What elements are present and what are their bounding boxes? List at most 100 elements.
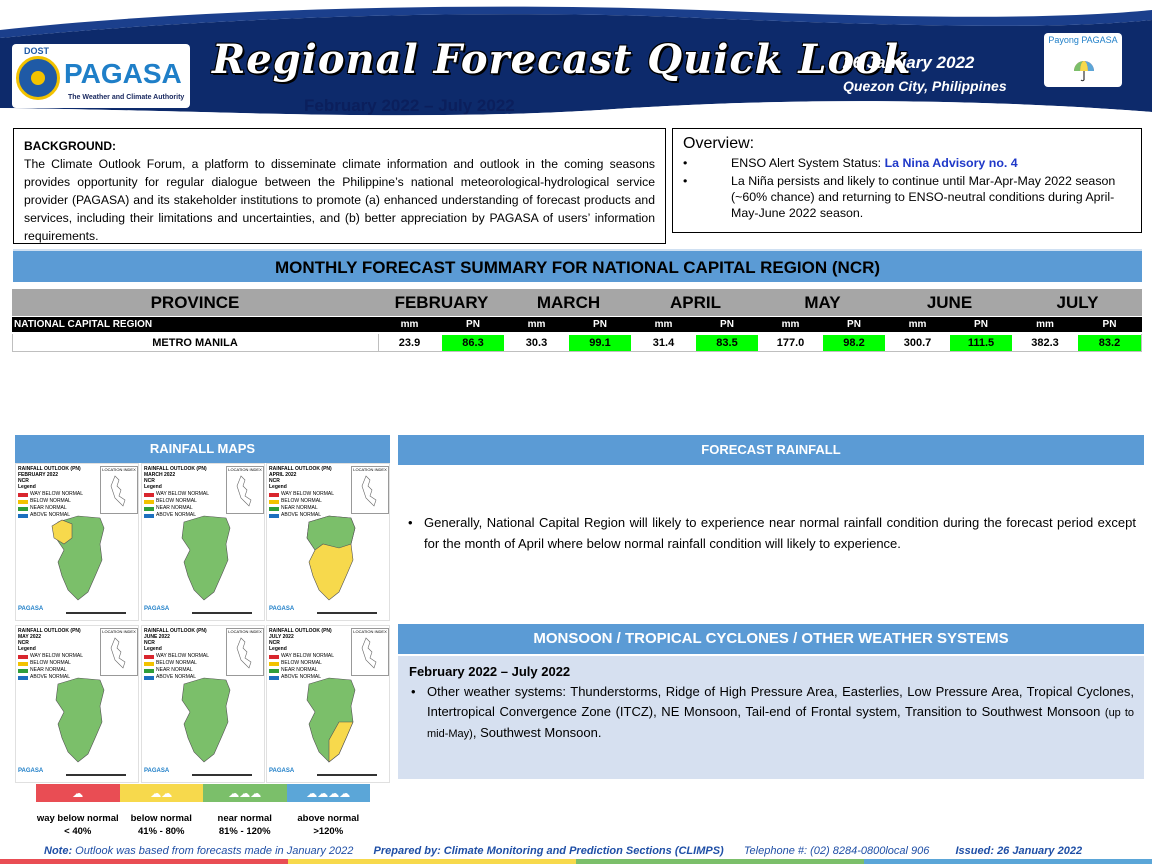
pagasa-logo: DOST PAGASA The Weather and Climate Auth… <box>12 44 190 108</box>
map-legend-item: NEAR NORMAL <box>144 505 209 512</box>
rainfall-map: RAINFALL OUTLOOK (PN) FEBRUARY 2022 NCR LOC… <box>15 463 139 621</box>
legend-swatch <box>18 661 28 666</box>
map-label-line: NCR <box>18 478 29 484</box>
legend-text: ABOVE NORMAL <box>156 512 197 518</box>
map-legend-item: WAY BELOW NORMAL <box>18 491 83 498</box>
map-label-line: JULY 2022 <box>269 634 294 640</box>
legend-swatch <box>144 668 154 673</box>
bullet: • <box>411 684 416 699</box>
scale-bar-icon <box>192 612 252 614</box>
map-legend-item: BELOW NORMAL <box>144 498 209 505</box>
map-legend-item: NEAR NORMAL <box>18 667 83 674</box>
rainfall-category-labels: way below normal < 40% below normal 41% - 8… <box>36 812 370 842</box>
unit-mm: mm <box>1036 319 1054 330</box>
philippines-outline-icon <box>361 475 377 507</box>
weather-systems-bullet: • Other weather systems: Thunderstorms, … <box>409 682 1134 744</box>
map-legend-title: Legend <box>269 484 287 490</box>
map-legend-item: ABOVE NORMAL <box>18 512 83 519</box>
legend-swatch <box>144 499 154 504</box>
ncr-region-map <box>55 677 105 763</box>
weather-systems-text: Other weather systems: Thunderstorms, Ri… <box>427 684 1134 719</box>
map-label-line: RAINFALL OUTLOOK (PN) <box>269 466 332 472</box>
rainfall-maps-grid: RAINFALL OUTLOOK (PN) FEBRUARY 2022 NCR LOC… <box>15 463 390 783</box>
map-label-line: NCR <box>269 478 280 484</box>
la-nina-advisory-link[interactable]: La Nina Advisory no. 4 <box>884 156 1018 170</box>
legend-swatch <box>144 513 154 518</box>
region-label: NATIONAL CAPITAL REGION <box>14 319 153 330</box>
unit-mm: mm <box>908 319 927 330</box>
background-text: The Climate Outlook Forum, a platform to… <box>24 157 655 243</box>
legend-swatch <box>144 492 154 497</box>
philippines-outline-icon <box>236 475 252 507</box>
unit-pn: PN <box>1102 319 1117 330</box>
map-legend: Legend WAY BELOW NORMAL BELOW NORMAL NEAR N… <box>269 484 334 519</box>
mm-value: 30.3 <box>525 337 548 349</box>
footer-color-segment <box>288 859 576 864</box>
cloud-icon: ☁☁☁☁ <box>306 787 351 800</box>
footer-color-segment <box>864 859 1152 864</box>
mm-value: 23.9 <box>398 337 421 349</box>
map-legend-title: Legend <box>18 484 36 490</box>
map-legend-item: BELOW NORMAL <box>269 660 334 667</box>
ncr-region-map <box>306 677 356 763</box>
forecast-text: Generally, National Capital Region will … <box>424 515 1136 551</box>
legend-text: WAY BELOW NORMAL <box>30 653 83 659</box>
region-subfill <box>51 519 73 545</box>
category-swatch: ☁ <box>36 784 120 802</box>
philippines-outline-icon <box>110 475 126 507</box>
mini-pagasa-logo: PAGASA <box>144 606 170 612</box>
legend-swatch <box>269 661 279 666</box>
note-label: Note: <box>44 845 73 857</box>
dost-label: DOST <box>24 46 50 56</box>
map-label-line: NCR <box>18 640 29 646</box>
map-label-line: RAINFALL OUTLOOK (PN) <box>144 628 207 634</box>
pagasa-seal-icon <box>16 56 60 100</box>
month-header: FEBRUARY <box>394 293 489 312</box>
legend-swatch <box>18 654 28 659</box>
location-index-label: LOCATION INDEX <box>102 629 136 634</box>
legend-text: NEAR NORMAL <box>156 505 193 511</box>
map-label: RAINFALL OUTLOOK (PN) MAY 2022 NCR <box>18 628 81 646</box>
category-label: above normal >120% <box>287 812 371 842</box>
map-footer: PAGASA <box>267 604 389 620</box>
overview-item-la-nina: • La Niña persists and likely to continu… <box>683 173 1131 221</box>
ncr-region-map <box>181 677 231 763</box>
map-footer: PAGASA <box>142 604 264 620</box>
location-index-label: LOCATION INDEX <box>228 467 262 472</box>
region-subfill <box>328 721 354 763</box>
month-header: MAY <box>804 293 841 312</box>
unit-pn: PN <box>974 319 988 330</box>
mm-value: 300.7 <box>903 337 932 349</box>
scale-bar-icon <box>66 774 126 776</box>
note-text: Outlook was based from forecasts made in… <box>72 845 354 857</box>
payong-label: Payong PAGASA <box>1048 35 1118 45</box>
location-index-box: LOCATION INDEX <box>351 628 389 676</box>
legend-text: NEAR NORMAL <box>156 667 193 673</box>
map-legend-title: Legend <box>144 484 162 490</box>
legend-swatch <box>269 499 279 504</box>
mini-pagasa-logo: PAGASA <box>18 606 44 612</box>
map-legend-item: ABOVE NORMAL <box>144 512 209 519</box>
forecast-bullet: • Generally, National Capital Region wil… <box>406 512 1136 554</box>
weather-systems-note: (up to mid-May) <box>427 707 1134 740</box>
location-index-box: LOCATION INDEX <box>100 628 138 676</box>
map-label: RAINFALL OUTLOOK (PN) JUNE 2022 NCR <box>144 628 207 646</box>
map-legend-item: WAY BELOW NORMAL <box>269 491 334 498</box>
location-index-label: LOCATION INDEX <box>228 629 262 634</box>
map-legend: Legend WAY BELOW NORMAL BELOW NORMAL NEAR N… <box>144 646 209 681</box>
legend-swatch <box>144 661 154 666</box>
map-legend-item: ABOVE NORMAL <box>144 674 209 681</box>
legend-swatch <box>269 492 279 497</box>
map-legend-item: WAY BELOW NORMAL <box>269 653 334 660</box>
pn-value: 98.2 <box>823 335 885 351</box>
bullet: • <box>683 156 688 170</box>
category-name: above normal <box>297 813 360 824</box>
legend-text: WAY BELOW NORMAL <box>156 491 209 497</box>
table-divider <box>12 334 13 352</box>
mini-pagasa-logo: PAGASA <box>269 768 295 774</box>
legend-text: BELOW NORMAL <box>30 498 71 504</box>
ncr-region-map <box>306 515 356 601</box>
scale-bar-icon <box>317 774 377 776</box>
category-swatch: ☁☁ <box>119 784 203 802</box>
map-legend-item: NEAR NORMAL <box>18 505 83 512</box>
